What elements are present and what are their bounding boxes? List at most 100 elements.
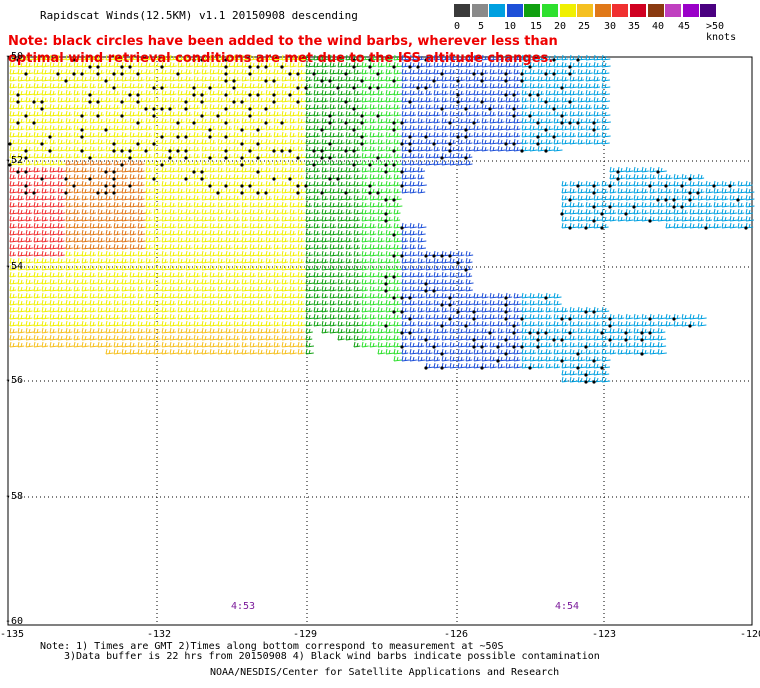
wind-barb <box>337 138 345 145</box>
contamination-dot <box>192 58 196 62</box>
wind-barb <box>401 271 410 278</box>
wind-barb <box>361 264 369 271</box>
wind-barb <box>273 194 283 201</box>
wind-barb <box>625 320 634 327</box>
wind-barb <box>417 243 426 250</box>
wind-barb <box>377 103 386 110</box>
wind-barb <box>305 327 313 334</box>
contamination-dot <box>704 226 708 230</box>
wind-barb <box>673 222 683 229</box>
contamination-dot <box>304 184 308 188</box>
wind-barb <box>65 236 74 243</box>
wind-barb <box>409 250 418 257</box>
wind-barb <box>217 194 226 201</box>
wind-barb <box>153 320 162 327</box>
wind-barb <box>121 306 129 313</box>
wind-barb <box>497 54 505 61</box>
wind-barb <box>729 201 737 208</box>
wind-barb <box>313 54 322 61</box>
wind-barb <box>345 278 354 285</box>
wind-barb <box>385 222 393 229</box>
wind-barb <box>377 285 385 292</box>
wind-barb <box>129 159 138 166</box>
wind-barb <box>65 327 73 334</box>
wind-barb <box>601 187 609 194</box>
wind-barb <box>585 201 594 208</box>
wind-barb <box>177 201 186 208</box>
wind-barb <box>217 208 225 215</box>
contamination-dot <box>568 65 572 69</box>
wind-barb <box>609 341 619 348</box>
contamination-dot <box>408 142 412 146</box>
wind-barb <box>305 250 313 257</box>
wind-barb <box>257 215 267 222</box>
wind-barb <box>441 285 450 292</box>
wind-barb <box>289 243 298 250</box>
contamination-dot <box>264 65 268 69</box>
wind-barb <box>393 243 403 250</box>
contamination-dot <box>264 121 268 125</box>
wind-barb <box>441 327 449 334</box>
wind-barb <box>281 222 291 229</box>
wind-barb <box>353 229 362 236</box>
wind-barb <box>89 229 98 236</box>
wind-barb <box>25 264 35 271</box>
wind-barb <box>241 194 250 201</box>
wind-barb <box>193 348 203 355</box>
wind-barb <box>473 299 482 306</box>
wind-barb <box>153 215 162 222</box>
contamination-dot <box>512 324 516 328</box>
wind-barb <box>305 271 315 278</box>
wind-barb <box>417 68 426 75</box>
wind-barb <box>585 187 593 194</box>
wind-barb <box>305 103 315 110</box>
wind-barb <box>289 159 297 166</box>
wind-barb <box>481 320 490 327</box>
wind-barb <box>305 75 313 82</box>
wind-barb <box>33 152 43 159</box>
wind-barb <box>593 341 602 348</box>
wind-barb <box>601 54 611 61</box>
wind-barb <box>73 271 82 278</box>
contamination-dot <box>400 331 404 335</box>
wind-barb <box>337 152 345 159</box>
wind-barb <box>121 173 129 180</box>
wind-barb <box>89 159 98 166</box>
wind-barb <box>57 236 65 243</box>
wind-barb <box>25 243 34 250</box>
wind-barb <box>249 96 259 103</box>
wind-barb <box>17 278 25 285</box>
wind-barb <box>369 208 379 215</box>
wind-barb <box>145 299 155 306</box>
wind-barb <box>425 68 435 75</box>
wind-barb <box>657 173 668 180</box>
wind-barb <box>41 215 49 222</box>
wind-barb <box>41 187 49 194</box>
wind-barb <box>481 117 489 124</box>
contamination-dot <box>640 331 644 335</box>
wind-barb <box>49 89 57 96</box>
wind-barb <box>433 327 443 334</box>
wind-barb <box>465 278 474 285</box>
wind-barb <box>633 341 643 348</box>
wind-barb <box>369 152 378 159</box>
wind-barb <box>433 117 441 124</box>
wind-barb <box>425 306 435 313</box>
wind-barb <box>81 138 89 145</box>
wind-barb <box>169 82 180 89</box>
wind-barb <box>105 299 113 306</box>
wind-barb <box>65 152 73 159</box>
wind-barb <box>177 327 186 334</box>
wind-barb <box>689 313 699 320</box>
wind-barb <box>145 194 153 201</box>
wind-barb <box>137 341 146 348</box>
wind-barb <box>41 124 49 131</box>
wind-barb <box>321 250 329 257</box>
contamination-dot <box>376 114 380 118</box>
wind-barb <box>153 334 161 341</box>
wind-barb <box>9 75 17 82</box>
wind-barb <box>193 124 202 131</box>
contamination-dot <box>96 100 100 104</box>
wind-barb <box>201 145 210 152</box>
wind-barb <box>337 166 347 173</box>
